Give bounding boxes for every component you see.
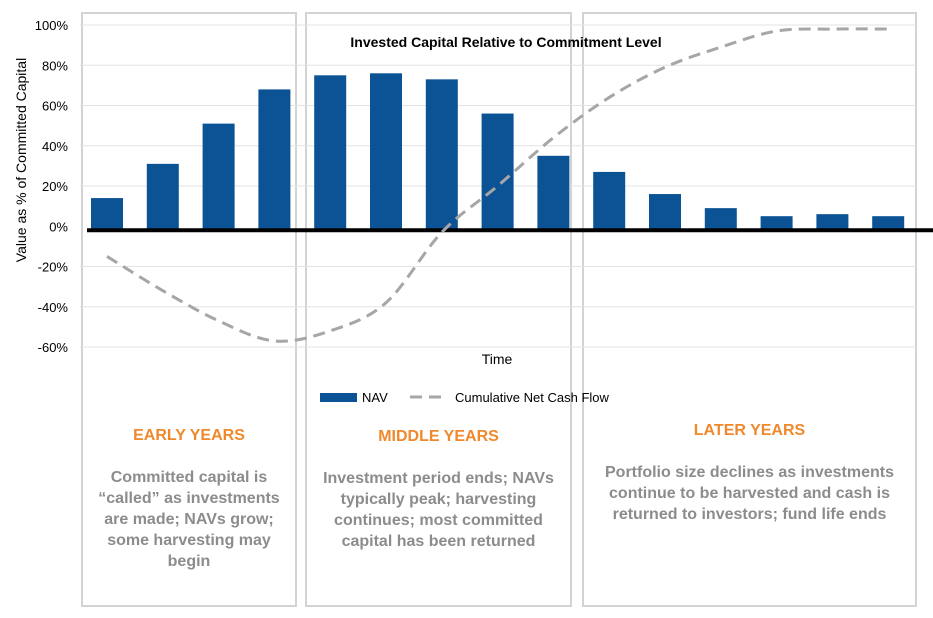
legend: NAV Cumulative Net Cash Flow [320, 390, 609, 405]
legend-nav-label: NAV [362, 390, 388, 405]
cumulative-cash-flow-line [106, 27, 889, 343]
nav-bar [649, 194, 681, 231]
y-tick-label: 40% [42, 139, 68, 154]
y-axis-label: Value as % of Committed Capital [13, 58, 29, 262]
legend-cash-flow-label: Cumulative Net Cash Flow [455, 390, 609, 405]
phase-later-description: Portfolio size declines as investments c… [605, 464, 894, 523]
nav-bar [593, 171, 626, 231]
nav-bar [146, 163, 179, 231]
y-tick-label: 0% [49, 219, 68, 234]
phase-box-later [582, 12, 917, 607]
cash-flow-line-group [106, 27, 889, 343]
nav-bar [816, 214, 849, 231]
phase-middle: MIDDLE YEARS Investment period ends; NAV… [307, 428, 570, 552]
y-tick-label: -60% [38, 340, 69, 355]
y-tick-label: 80% [42, 58, 68, 73]
nav-bar [704, 208, 737, 231]
nav-bar [258, 89, 291, 231]
x-axis-label: Time [482, 351, 513, 367]
nav-bar [370, 73, 402, 231]
nav-bar [314, 75, 347, 231]
y-tick-labels: 100% 80% 60% 40% 20% 0% -20% -40% -60% [35, 18, 69, 355]
phase-box-early [81, 12, 297, 607]
nav-bar [481, 113, 514, 231]
nav-bar [537, 155, 570, 231]
nav-bar [91, 198, 123, 231]
y-tick-label: -40% [38, 300, 69, 315]
nav-bar [425, 79, 458, 231]
y-tick-label: 20% [42, 179, 68, 194]
phase-early-title: EARLY YEARS [133, 427, 245, 444]
phase-box-middle [305, 12, 572, 607]
y-tick-label: 100% [35, 18, 69, 33]
phase-early: EARLY YEARS Committed capital is “called… [83, 427, 295, 572]
chart-title: Invested Capital Relative to Commitment … [350, 34, 661, 50]
nav-bar [872, 216, 905, 231]
phase-later-title: LATER YEARS [693, 422, 806, 439]
nav-bars [91, 73, 905, 231]
nav-bar [760, 216, 793, 231]
nav-bar [202, 123, 235, 231]
phase-middle-description: Investment period ends; NAVs typically p… [323, 470, 554, 550]
phase-early-description: Committed capital is “called” as investm… [98, 469, 280, 570]
phase-later: LATER YEARS Portfolio size declines as i… [584, 422, 915, 525]
y-tick-label: -20% [38, 260, 69, 275]
legend-nav-swatch [320, 393, 357, 402]
y-tick-label: 60% [42, 99, 68, 114]
phase-middle-title: MIDDLE YEARS [378, 428, 499, 445]
